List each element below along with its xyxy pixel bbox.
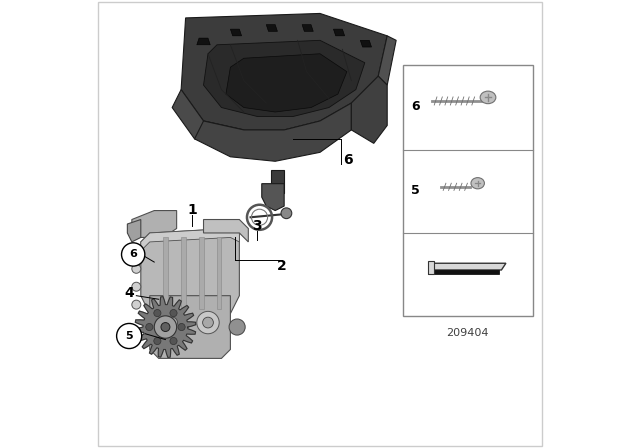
Circle shape — [122, 243, 145, 266]
Polygon shape — [302, 25, 314, 31]
Circle shape — [161, 323, 170, 332]
Circle shape — [197, 311, 219, 334]
Polygon shape — [333, 29, 345, 36]
Text: 4: 4 — [125, 286, 134, 301]
Circle shape — [167, 317, 177, 328]
Polygon shape — [271, 170, 284, 193]
Polygon shape — [262, 184, 284, 211]
Circle shape — [154, 337, 161, 345]
Polygon shape — [199, 237, 204, 309]
Circle shape — [178, 323, 185, 331]
Polygon shape — [428, 270, 499, 274]
Polygon shape — [351, 76, 387, 143]
Polygon shape — [360, 40, 371, 47]
Polygon shape — [135, 297, 196, 358]
Text: 5: 5 — [411, 184, 420, 197]
Polygon shape — [172, 90, 244, 152]
Circle shape — [132, 300, 141, 309]
Polygon shape — [150, 296, 230, 358]
Circle shape — [132, 282, 141, 291]
Circle shape — [154, 316, 177, 338]
Bar — [403, 65, 532, 316]
Text: 5: 5 — [125, 331, 133, 341]
Ellipse shape — [471, 178, 484, 189]
Polygon shape — [141, 228, 239, 314]
Polygon shape — [266, 25, 278, 31]
Circle shape — [132, 246, 141, 255]
Polygon shape — [197, 38, 210, 45]
Polygon shape — [132, 211, 177, 237]
Circle shape — [154, 310, 161, 317]
Circle shape — [170, 337, 177, 345]
Text: 6: 6 — [344, 153, 353, 168]
Polygon shape — [127, 220, 141, 242]
Polygon shape — [204, 40, 365, 116]
Text: 6: 6 — [411, 100, 420, 113]
Circle shape — [132, 264, 141, 273]
Circle shape — [161, 311, 184, 334]
Text: 2: 2 — [277, 259, 287, 273]
Circle shape — [146, 323, 153, 331]
Circle shape — [170, 310, 177, 317]
Circle shape — [281, 208, 292, 219]
Circle shape — [229, 319, 245, 335]
Polygon shape — [181, 237, 186, 309]
Text: 3: 3 — [252, 219, 262, 233]
Polygon shape — [181, 13, 387, 130]
Polygon shape — [195, 103, 351, 161]
Text: 209404: 209404 — [447, 328, 489, 338]
Text: 1: 1 — [188, 202, 197, 217]
Polygon shape — [428, 261, 435, 274]
Polygon shape — [217, 237, 221, 309]
Circle shape — [203, 317, 213, 328]
Circle shape — [116, 323, 141, 349]
Polygon shape — [226, 54, 347, 112]
Text: 6: 6 — [129, 250, 137, 259]
Polygon shape — [378, 36, 396, 85]
Polygon shape — [204, 220, 248, 242]
Polygon shape — [141, 228, 239, 251]
Ellipse shape — [480, 91, 496, 103]
Polygon shape — [230, 29, 242, 36]
Polygon shape — [430, 263, 506, 270]
Polygon shape — [163, 237, 168, 309]
